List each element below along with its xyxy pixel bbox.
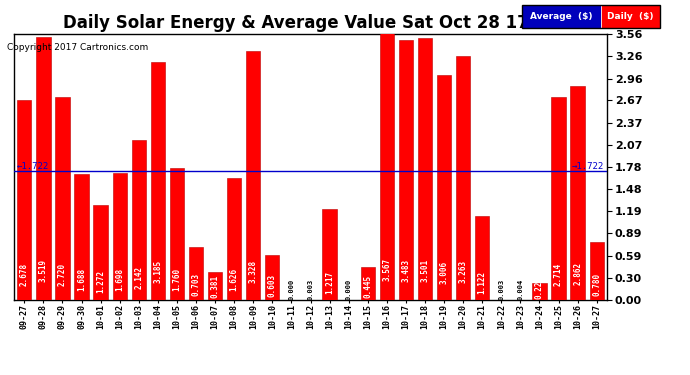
- Bar: [380, 33, 394, 300]
- Text: 2.720: 2.720: [58, 262, 67, 286]
- Text: 0.000: 0.000: [346, 278, 352, 300]
- Text: 1.217: 1.217: [325, 270, 334, 294]
- Text: 3.006: 3.006: [440, 261, 449, 284]
- Text: 2.862: 2.862: [573, 262, 582, 285]
- Bar: [170, 168, 184, 300]
- Bar: [571, 86, 585, 300]
- Bar: [55, 97, 70, 300]
- Text: ←1.722: ←1.722: [17, 162, 49, 171]
- Bar: [246, 51, 260, 300]
- Text: →1.722: →1.722: [572, 162, 604, 171]
- Bar: [93, 205, 108, 300]
- Text: 1.688: 1.688: [77, 268, 86, 291]
- Text: 0.603: 0.603: [268, 274, 277, 297]
- Text: 3.519: 3.519: [39, 258, 48, 282]
- Bar: [150, 62, 165, 300]
- Text: 0.000: 0.000: [288, 278, 295, 300]
- Bar: [132, 140, 146, 300]
- Text: 1.698: 1.698: [115, 268, 124, 291]
- Bar: [112, 173, 127, 300]
- Text: 2.678: 2.678: [20, 263, 29, 286]
- Title: Daily Solar Energy & Average Value Sat Oct 28 17:42: Daily Solar Energy & Average Value Sat O…: [63, 14, 558, 32]
- Text: 0.703: 0.703: [192, 273, 201, 296]
- Bar: [36, 37, 50, 300]
- Text: 3.185: 3.185: [153, 260, 162, 284]
- Bar: [75, 174, 89, 300]
- Text: 0.224: 0.224: [535, 276, 544, 299]
- Bar: [399, 39, 413, 300]
- Bar: [17, 100, 32, 300]
- Text: Copyright 2017 Cartronics.com: Copyright 2017 Cartronics.com: [7, 43, 148, 52]
- Text: 2.142: 2.142: [135, 266, 144, 289]
- Text: 0.780: 0.780: [592, 273, 601, 296]
- Bar: [227, 178, 242, 300]
- Text: 0.003: 0.003: [498, 278, 504, 300]
- Text: 0.381: 0.381: [210, 275, 219, 298]
- Text: 3.567: 3.567: [382, 258, 391, 281]
- Text: 1.760: 1.760: [172, 268, 181, 291]
- Text: Daily  ($): Daily ($): [607, 12, 654, 21]
- Text: 1.626: 1.626: [230, 268, 239, 291]
- Text: 0.445: 0.445: [363, 274, 372, 298]
- Text: 3.483: 3.483: [402, 259, 411, 282]
- Bar: [189, 248, 203, 300]
- Text: 1.122: 1.122: [477, 271, 486, 294]
- Bar: [418, 38, 432, 300]
- Text: 3.263: 3.263: [459, 260, 468, 283]
- Text: Average  ($): Average ($): [530, 12, 592, 21]
- Text: 0.003: 0.003: [308, 278, 313, 300]
- Text: 1.272: 1.272: [96, 270, 105, 293]
- Bar: [361, 267, 375, 300]
- Bar: [208, 272, 222, 300]
- Bar: [322, 209, 337, 300]
- Bar: [437, 75, 451, 300]
- Bar: [475, 216, 489, 300]
- Text: 0.004: 0.004: [518, 278, 524, 300]
- Bar: [589, 242, 604, 300]
- Bar: [265, 255, 279, 300]
- Text: 2.714: 2.714: [554, 262, 563, 286]
- Bar: [456, 56, 471, 300]
- Text: 3.328: 3.328: [249, 260, 258, 283]
- Bar: [532, 283, 546, 300]
- Text: 3.501: 3.501: [420, 258, 429, 282]
- Bar: [551, 97, 566, 300]
